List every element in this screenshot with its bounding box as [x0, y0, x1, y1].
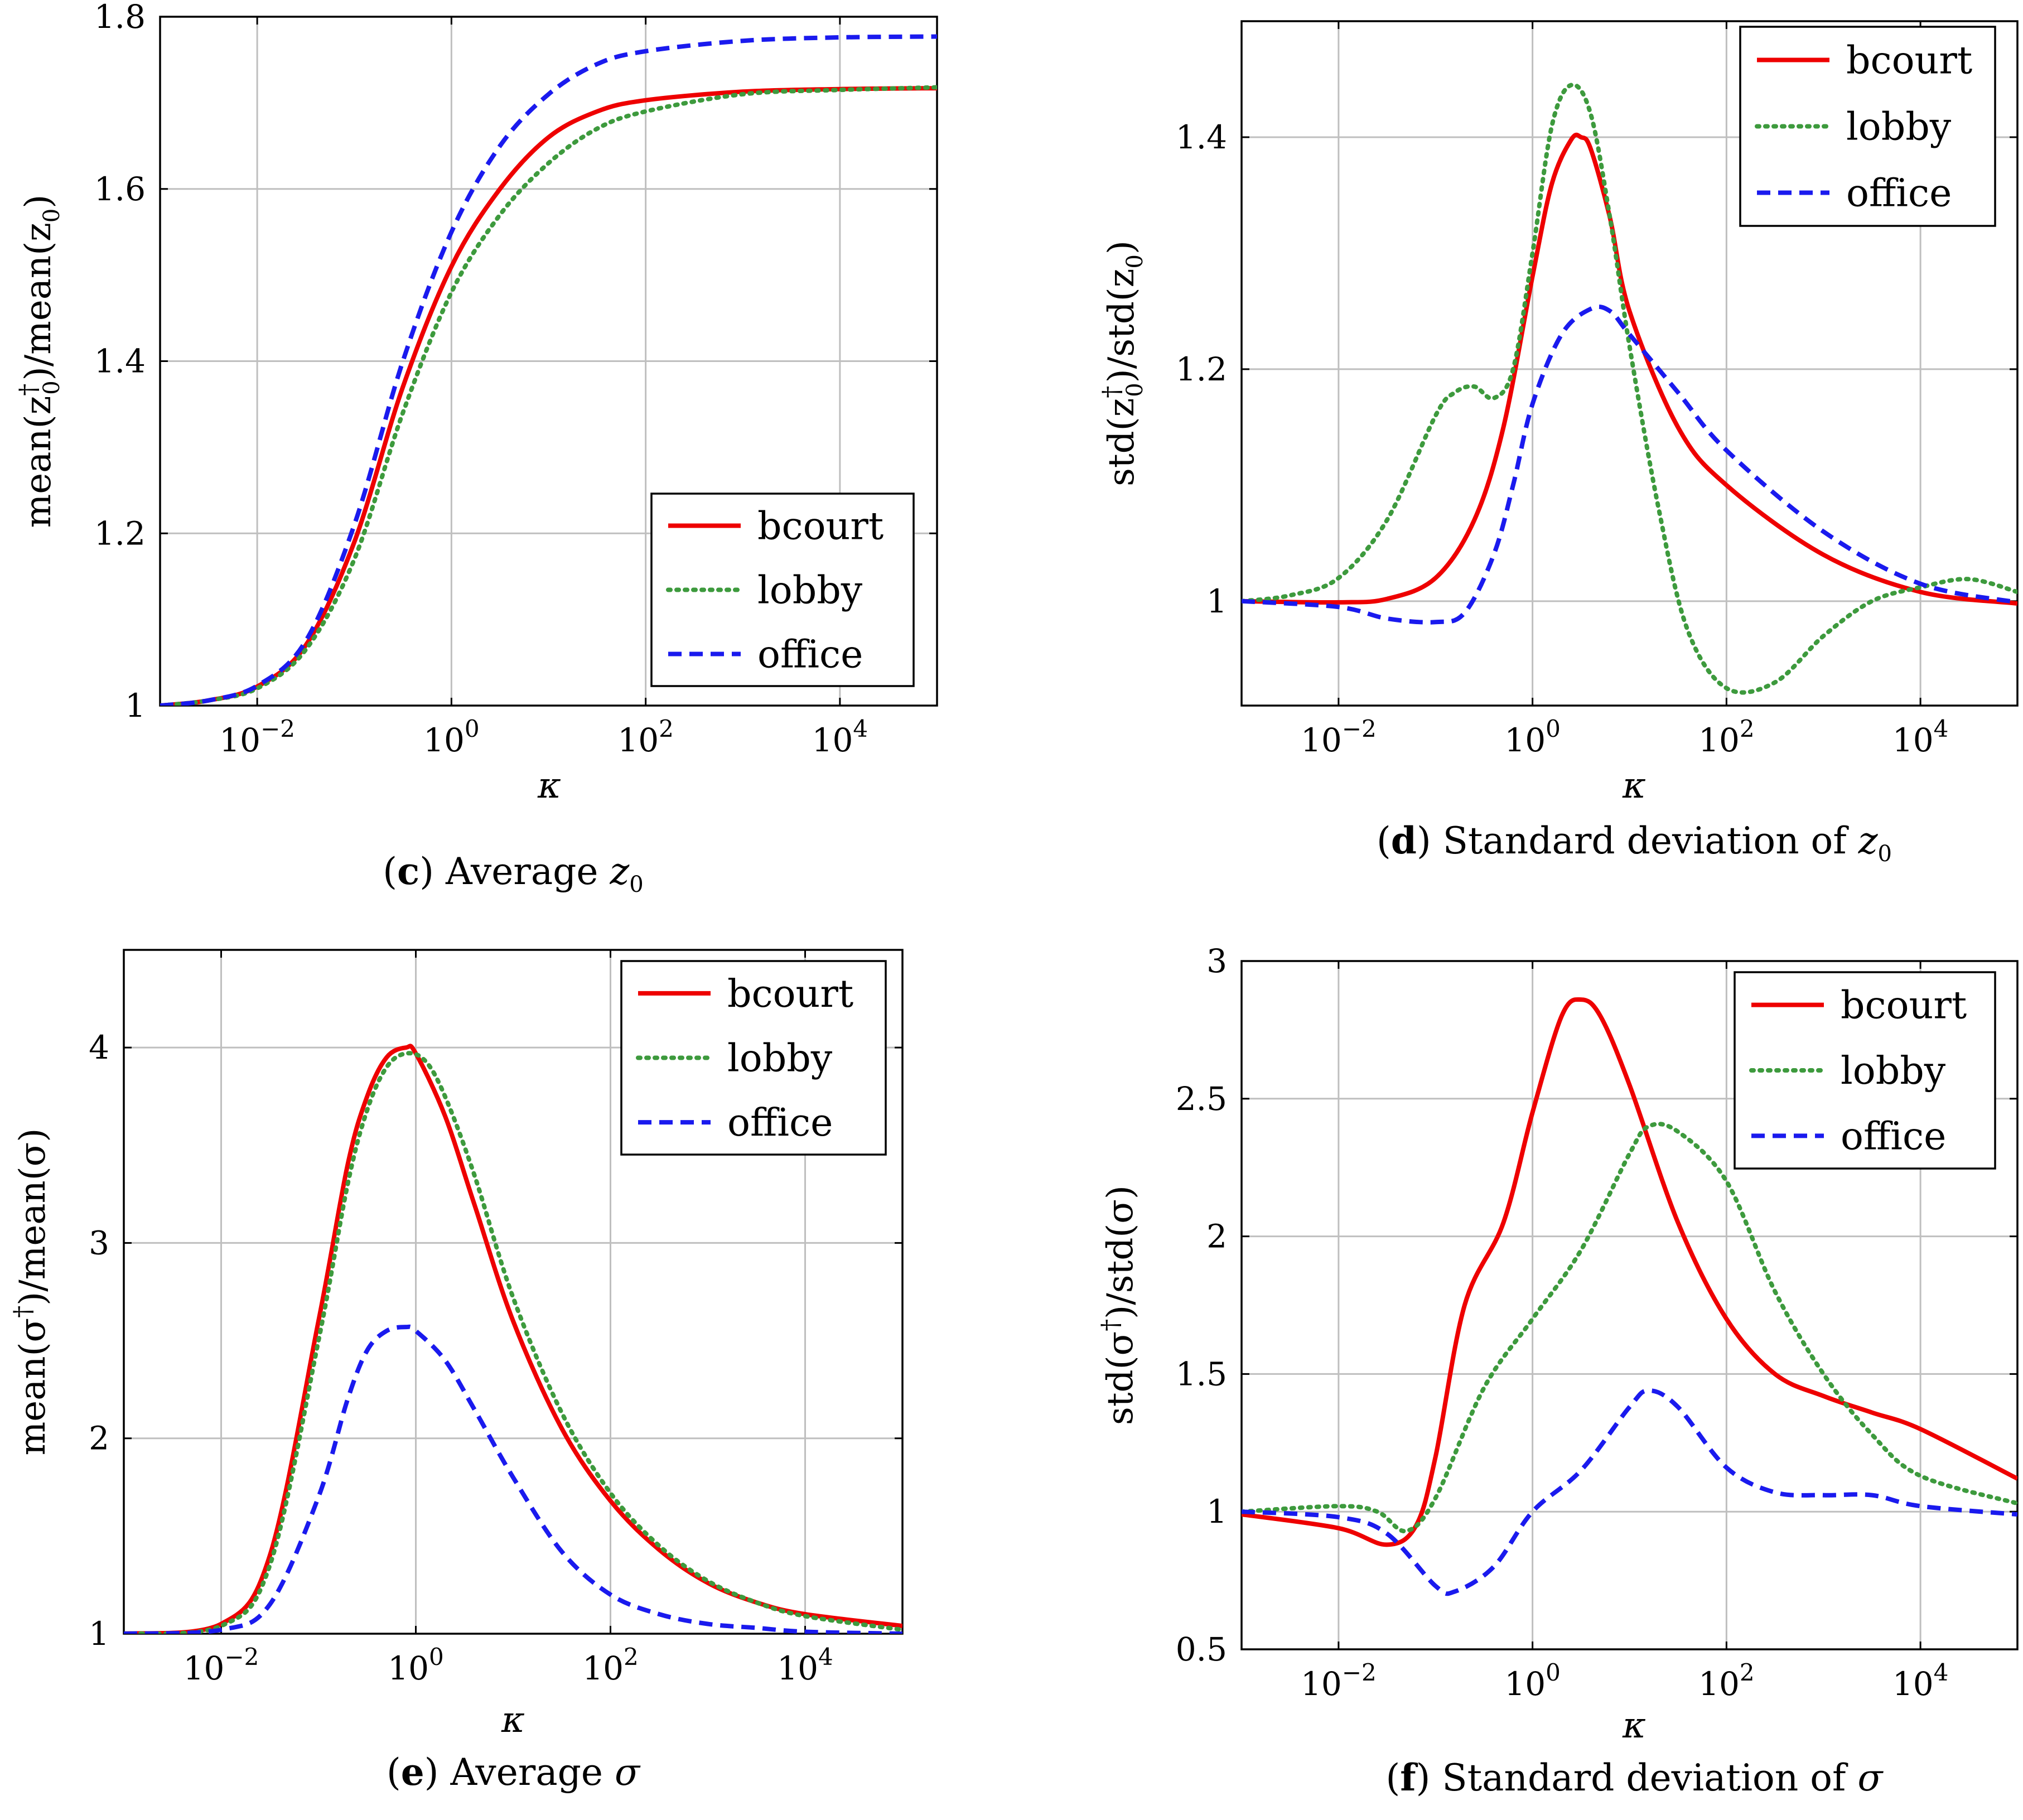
x-tick-label: 102 [617, 715, 674, 759]
x-tick-label: 102 [582, 1643, 639, 1687]
y-tick-label: 2.5 [1176, 1080, 1227, 1118]
chart-panel-e: 10−2 100 102 104 1 2 3 4 κ mean(σ†)/mean(σ) bcourt… [9, 949, 904, 1794]
series-group [160, 34, 937, 706]
plot-frame [123, 949, 904, 1635]
y-tick-label: 1 [1206, 582, 1227, 620]
x-tick-label: 10−2 [1301, 1659, 1377, 1703]
legend-label-lobby: lobby [1841, 1049, 1946, 1093]
y-axis-label: mean(z†0)/mean(z0) [15, 195, 65, 528]
chart-panel-f: 10−2 100 102 104 0.5 1 1.5 2 2.5 3 κ std(σ†)/std(σ)… [1097, 942, 2019, 1799]
chart-panel-d: 10−2 100 102 104 1 1.2 1.4 κ std(z†0)/std(z0) bco… [1098, 20, 2019, 867]
x-tick-label: 100 [388, 1643, 444, 1687]
y-axis-label: std(z†0)/std(z0) [1098, 240, 1148, 486]
x-tick-label: 104 [812, 715, 868, 759]
x-axis-label: κ [1622, 1705, 1646, 1746]
x-tick-label: 100 [1504, 715, 1561, 759]
x-tick-label: 100 [1504, 1659, 1561, 1703]
y-axis-label: mean(σ†)/mean(σ) [9, 1128, 54, 1456]
y-axis-label: std(σ†)/std(σ) [1097, 1185, 1141, 1425]
legend-label-bcourt: bcourt [727, 972, 853, 1016]
y-tick-label: 4 [89, 1029, 109, 1066]
caption-d: (d) Standard deviation of z0 [1377, 819, 1892, 867]
legend: bcourt lobby office [1739, 26, 1996, 227]
x-axis-label: κ [537, 765, 561, 807]
series-line-office [1242, 305, 2017, 625]
series-line-lobby [1242, 82, 2017, 695]
x-tick-label: 10−2 [184, 1643, 259, 1687]
legend-label-lobby: lobby [1846, 105, 1952, 149]
series-line-bcourt [1242, 132, 2017, 606]
y-tick-label: 1.8 [94, 0, 146, 36]
y-tick-label: 1.2 [1176, 350, 1227, 388]
legend-label-office: office [1846, 172, 1952, 216]
series-line-lobby [1242, 1122, 2017, 1533]
x-axis-label: κ [501, 1700, 525, 1741]
y-tick-label: 1.5 [1176, 1355, 1227, 1393]
y-tick-label: 1 [125, 687, 146, 725]
series-line-office [1242, 1388, 2017, 1596]
legend: bcourt lobby office [1734, 971, 1996, 1170]
panels: 10−2 100 102 104 1 1.2 1.4 1.6 1.8 κ mean(z†0)/mea… [9, 0, 2019, 1799]
y-tick-label: 1.2 [94, 514, 146, 552]
chart-panel-c: 10−2 100 102 104 1 1.2 1.4 1.6 1.8 κ mean(z†0)/mea… [15, 0, 938, 897]
x-tick-label: 10−2 [1301, 715, 1377, 759]
legend: bcourt lobby office [620, 960, 887, 1156]
y-tick-label: 1.4 [94, 342, 146, 380]
y-tick-label: 1.4 [1176, 118, 1227, 156]
x-tick-label: 102 [1698, 1659, 1755, 1703]
x-tick-label: 10−2 [219, 715, 295, 759]
y-tick-label: 1 [89, 1615, 109, 1653]
series-line-lobby [160, 85, 937, 706]
x-tick-label: 104 [777, 1643, 833, 1687]
series-line-bcourt [1242, 997, 2017, 1547]
legend-label-office: office [727, 1101, 833, 1145]
legend-label-lobby: lobby [757, 569, 863, 613]
legend: bcourt lobby office [650, 493, 915, 687]
y-tick-label: 1 [1206, 1493, 1227, 1531]
x-tick-label: 104 [1892, 715, 1949, 759]
plot-frame [1240, 20, 2019, 707]
legend-label-office: office [757, 633, 863, 677]
y-tick-label: 2 [1206, 1218, 1227, 1256]
x-tick-label: 102 [1698, 715, 1755, 759]
series-group [1242, 82, 2017, 695]
series-line-lobby [124, 1051, 902, 1634]
y-tick-label: 2 [89, 1420, 109, 1457]
caption-f: (f) Standard deviation of σ [1386, 1756, 1884, 1799]
series-group [124, 1044, 902, 1634]
x-tick-label: 104 [1892, 1659, 1949, 1703]
y-tick-label: 3 [89, 1224, 109, 1262]
series-line-office [124, 1324, 902, 1634]
caption-c: (c) Average z0 [383, 849, 643, 897]
legend-label-bcourt: bcourt [757, 505, 883, 549]
x-axis-label: κ [1622, 765, 1646, 807]
series-line-office [160, 34, 937, 706]
legend-label-bcourt: bcourt [1846, 39, 1972, 83]
y-tick-label: 0.5 [1176, 1630, 1227, 1668]
caption-e: (e) Average σ [387, 1750, 641, 1794]
legend-label-office: office [1841, 1114, 1946, 1158]
series-group [1242, 997, 2017, 1596]
x-tick-label: 100 [423, 715, 480, 759]
y-tick-label: 3 [1206, 942, 1227, 980]
legend-label-bcourt: bcourt [1841, 984, 1967, 1028]
legend-label-lobby: lobby [727, 1037, 833, 1081]
y-tick-label: 1.6 [94, 170, 146, 208]
plot-frame [1240, 960, 2019, 1650]
